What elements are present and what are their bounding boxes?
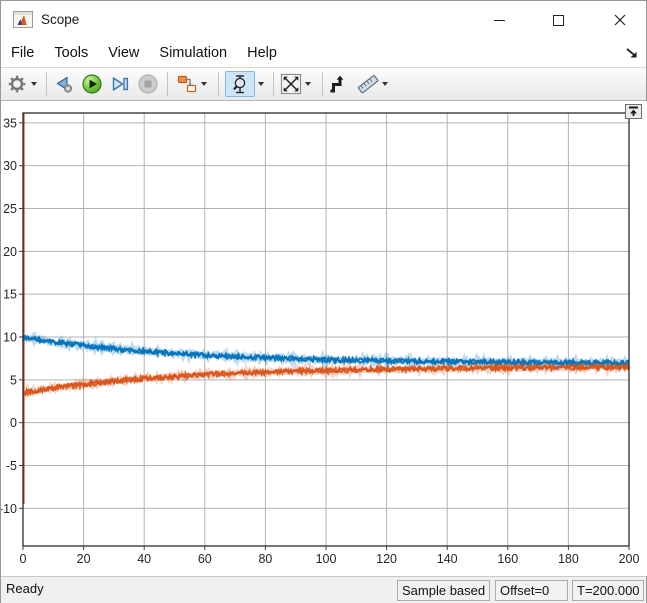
svg-text:180: 180 [558,552,579,566]
svg-text:-10: -10 [1,502,17,516]
plot-region: 0 20 40 60 80 100 120 140 160 180 200 -10 -5 0 5 10 15 20… [1,101,647,576]
maximize-icon [552,14,564,26]
toolbar-separator [322,72,323,96]
run-icon [82,74,102,94]
dock-icon [625,104,642,119]
stop-button [137,71,159,97]
chevron-down-icon [305,82,311,86]
toolbar-separator [167,72,168,96]
menu-view[interactable]: View [108,45,140,61]
chevron-down-icon [201,82,207,86]
title-bar: Scope [1,1,646,39]
svg-text:35: 35 [3,116,17,130]
scope-app-icon [13,11,33,34]
toolbar-separator [46,72,47,96]
svg-text:20: 20 [77,552,91,566]
toolbar [1,67,646,101]
southeast-arrow-icon[interactable] [624,46,640,64]
menu-help[interactable]: Help [247,45,277,61]
svg-text:5: 5 [10,373,17,387]
svg-text:0: 0 [10,416,17,430]
minimize-button[interactable] [484,5,514,35]
status-offset: Offset=0 [495,580,568,601]
maximize-button[interactable] [543,5,573,35]
settings-dropdown[interactable] [28,71,40,97]
zoom-y-button[interactable] [225,71,255,97]
highlight-dropdown[interactable] [198,71,210,97]
trigger-button[interactable] [329,71,351,97]
autoscale-dropdown[interactable] [302,71,314,97]
window-title: Scope [41,12,80,27]
close-button[interactable] [605,5,635,35]
plot-canvas[interactable]: 0 20 40 60 80 100 120 140 160 180 200 -10 -5 0 5 10 15 20… [1,101,647,576]
status-state: Ready [6,581,44,596]
svg-text:15: 15 [3,288,17,302]
status-bar: Ready Sample based Offset=0 T=200.000 [1,576,646,603]
zoom-y-icon [233,75,246,94]
step-back-button[interactable] [53,71,75,97]
trigger-icon [330,75,344,93]
run-button[interactable] [81,71,103,97]
svg-text:200: 200 [619,552,640,566]
close-icon [614,14,626,26]
svg-text:30: 30 [3,159,17,173]
svg-text:0: 0 [20,552,27,566]
toolbar-separator [218,72,219,96]
status-time: T=200.000 [572,580,644,601]
simulink-blocks-icon [177,75,197,93]
svg-text:80: 80 [258,552,272,566]
status-sample-mode: Sample based [397,580,490,601]
measurements-dropdown[interactable] [379,71,391,97]
svg-text:25: 25 [3,202,17,216]
menu-tools[interactable]: Tools [54,45,89,61]
ruler-icon [357,75,379,94]
autoscale-button[interactable] [280,71,302,97]
stop-icon [138,74,158,94]
chevron-down-icon [382,82,388,86]
gear-icon [8,75,26,93]
svg-text:40: 40 [137,552,151,566]
chevron-down-icon [31,82,37,86]
svg-text:10: 10 [3,330,17,344]
svg-text:100: 100 [316,552,337,566]
autoscale-icon [280,73,302,95]
menu-simulation[interactable]: Simulation [159,45,228,61]
menu-file[interactable]: File [11,45,35,61]
svg-text:20: 20 [3,245,17,259]
menu-bar: File Tools View Simulation Help [1,39,646,67]
step-forward-button[interactable] [109,71,131,97]
settings-button[interactable] [6,71,28,97]
toolbar-separator [273,72,274,96]
step-forward-icon [112,77,129,91]
svg-text:60: 60 [198,552,212,566]
zoom-dropdown[interactable] [255,71,267,97]
minimize-icon [493,19,505,21]
dock-button[interactable] [625,104,642,119]
step-back-icon [56,76,73,93]
svg-text:120: 120 [376,552,397,566]
svg-text:140: 140 [437,552,458,566]
svg-text:160: 160 [497,552,518,566]
chevron-down-icon [258,82,264,86]
measurements-button[interactable] [357,71,379,97]
svg-text:-5: -5 [6,459,17,473]
highlight-simulink-block-button[interactable] [176,71,198,97]
